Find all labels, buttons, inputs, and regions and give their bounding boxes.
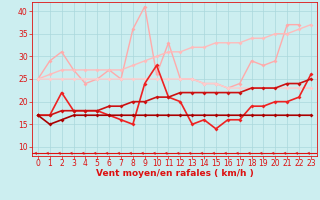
X-axis label: Vent moyen/en rafales ( km/h ): Vent moyen/en rafales ( km/h ) <box>96 169 253 178</box>
